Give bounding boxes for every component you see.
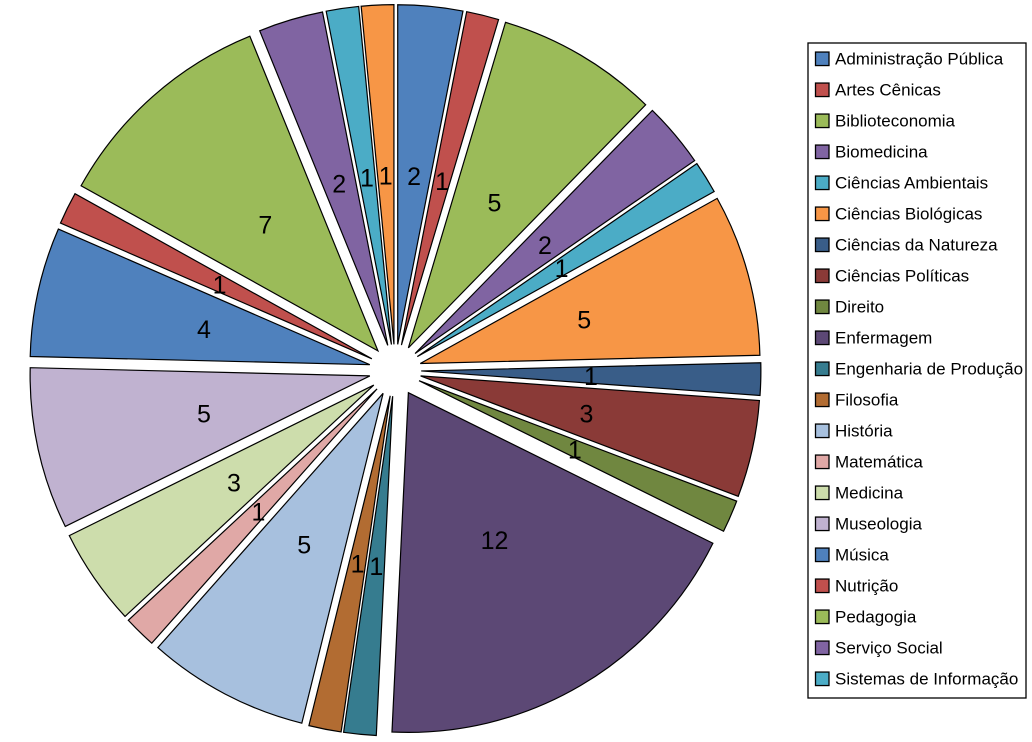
svg-text:1: 1 [213,271,227,299]
svg-text:5: 5 [197,400,211,428]
svg-text:Filosofia: Filosofia [835,391,899,410]
svg-text:Sistemas de Informação: Sistemas de Informação [835,670,1018,689]
svg-text:Matemática: Matemática [835,453,923,472]
svg-text:Nutrição: Nutrição [835,577,898,596]
svg-text:1: 1 [251,498,265,526]
svg-text:Direito: Direito [835,298,884,317]
svg-text:Ciências da Natureza: Ciências da Natureza [835,236,998,255]
svg-text:2: 2 [332,170,346,198]
svg-text:5: 5 [297,532,311,560]
svg-text:1: 1 [351,550,365,578]
svg-text:Museologia: Museologia [835,515,922,534]
svg-text:5: 5 [488,189,502,217]
svg-text:1: 1 [379,163,393,191]
svg-text:Enfermagem: Enfermagem [835,329,932,348]
svg-text:1: 1 [360,164,374,192]
svg-text:Medicina: Medicina [835,484,904,503]
svg-text:2: 2 [538,232,552,260]
svg-text:5: 5 [577,307,591,335]
svg-text:História: História [835,422,893,441]
svg-text:Ciências Biológicas: Ciências Biológicas [835,205,982,224]
svg-text:1: 1 [584,363,598,391]
svg-text:7: 7 [258,212,272,240]
svg-text:Engenharia de Produção: Engenharia de Produção [835,360,1023,379]
svg-text:Pedagogia: Pedagogia [835,608,917,627]
svg-text:1: 1 [555,255,569,283]
svg-text:Biblioteconomia: Biblioteconomia [835,112,956,131]
svg-text:1: 1 [435,168,449,196]
svg-text:Serviço Social: Serviço Social [835,639,943,658]
svg-text:2: 2 [407,163,421,191]
svg-text:Ciências Políticas: Ciências Políticas [835,267,969,286]
svg-text:Biomedicina: Biomedicina [835,143,928,162]
svg-text:12: 12 [481,527,509,555]
svg-text:1: 1 [369,553,383,581]
svg-text:4: 4 [197,316,211,344]
svg-text:Ciências Ambientais: Ciências Ambientais [835,174,988,193]
svg-text:Música: Música [835,546,889,565]
svg-text:3: 3 [579,400,593,428]
svg-text:3: 3 [227,469,241,497]
svg-text:Administração Pública: Administração Pública [835,50,1004,69]
svg-text:Artes Cênicas: Artes Cênicas [835,81,941,100]
svg-text:1: 1 [568,436,582,464]
